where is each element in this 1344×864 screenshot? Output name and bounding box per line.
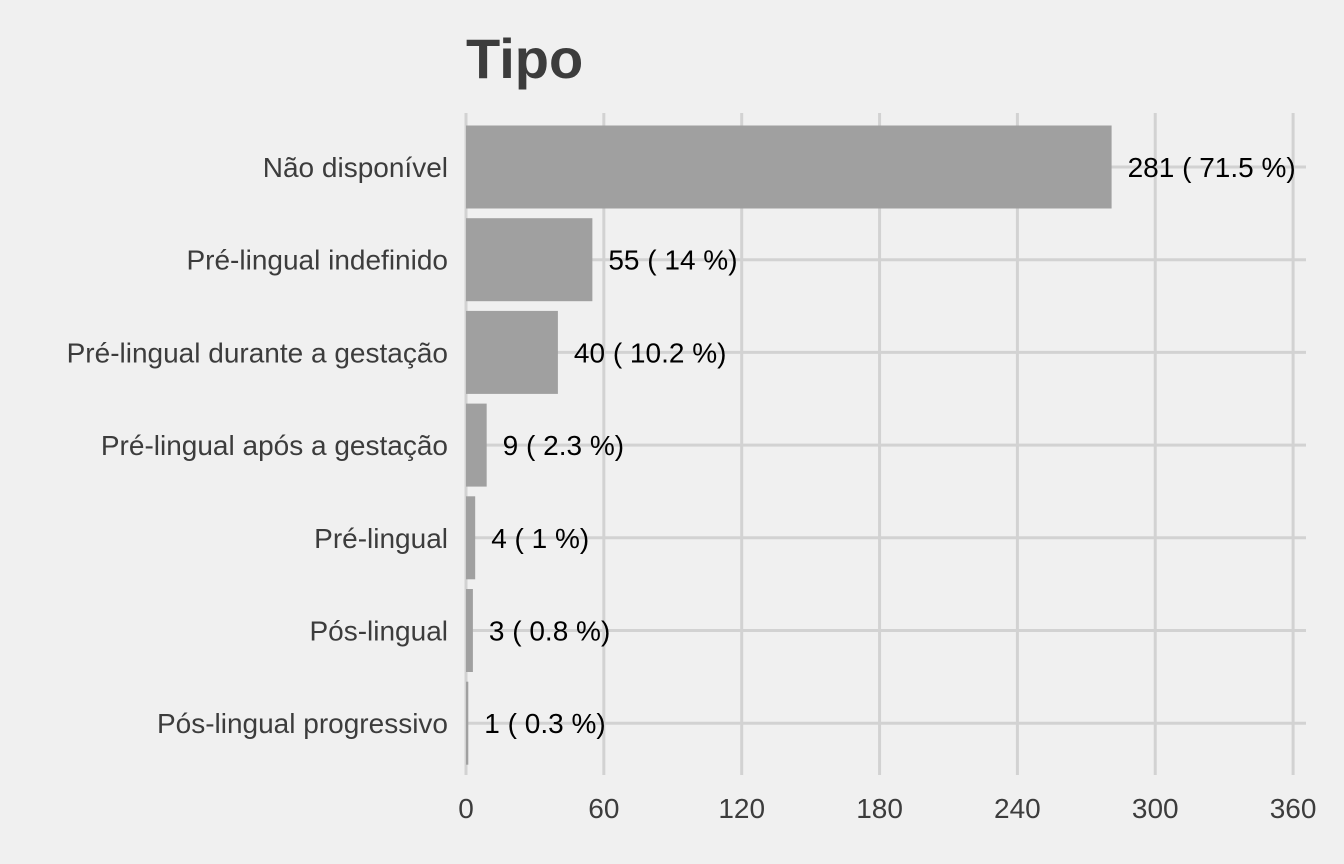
x-tick-label: 180: [856, 793, 903, 824]
bar-6: [466, 589, 473, 672]
bar-4: [466, 403, 487, 487]
chart-title: Tipo: [466, 27, 583, 90]
category-label: Pré-lingual indefinido: [186, 245, 448, 276]
bars: [466, 125, 1112, 765]
x-tick-label: 240: [994, 793, 1041, 824]
category-label: Não disponível: [263, 152, 448, 183]
data-labels: 281 ( 71.5 %) 55 ( 14 %) 40 ( 10.2 %) 9 ( 2…: [484, 152, 1295, 739]
category-label: Pós-lingual progressivo: [157, 708, 448, 739]
x-tick-label: 300: [1132, 793, 1179, 824]
category-label: Pré-lingual durante a gestação: [67, 337, 448, 368]
data-label: 9 ( 2.3 %): [503, 430, 624, 461]
bar-3: [466, 310, 558, 394]
x-tick-label: 0: [458, 793, 474, 824]
data-label: 1 ( 0.3 %): [484, 708, 605, 739]
category-labels: Não disponível Pré-lingual indefinido Pré-…: [67, 152, 448, 739]
data-label: 3 ( 0.8 %): [489, 616, 610, 647]
category-label: Pré-lingual: [314, 523, 448, 554]
bar-2: [466, 218, 593, 302]
category-label: Pré-lingual após a gestação: [101, 430, 448, 461]
x-axis-ticks: 0 60 120 180 240 300 360: [458, 793, 1316, 824]
gridlines: [464, 113, 1306, 775]
data-label: 281 ( 71.5 %): [1128, 152, 1296, 183]
bar-7: [466, 681, 469, 765]
data-label: 55 ( 14 %): [608, 245, 737, 276]
bar-5: [466, 496, 476, 580]
x-tick-label: 60: [588, 793, 619, 824]
x-tick-label: 360: [1270, 793, 1317, 824]
x-tick-label: 120: [718, 793, 765, 824]
category-label: Pós-lingual: [309, 616, 448, 647]
data-label: 4 ( 1 %): [491, 523, 589, 554]
data-label: 40 ( 10.2 %): [574, 337, 727, 368]
bar-1: [466, 125, 1112, 209]
